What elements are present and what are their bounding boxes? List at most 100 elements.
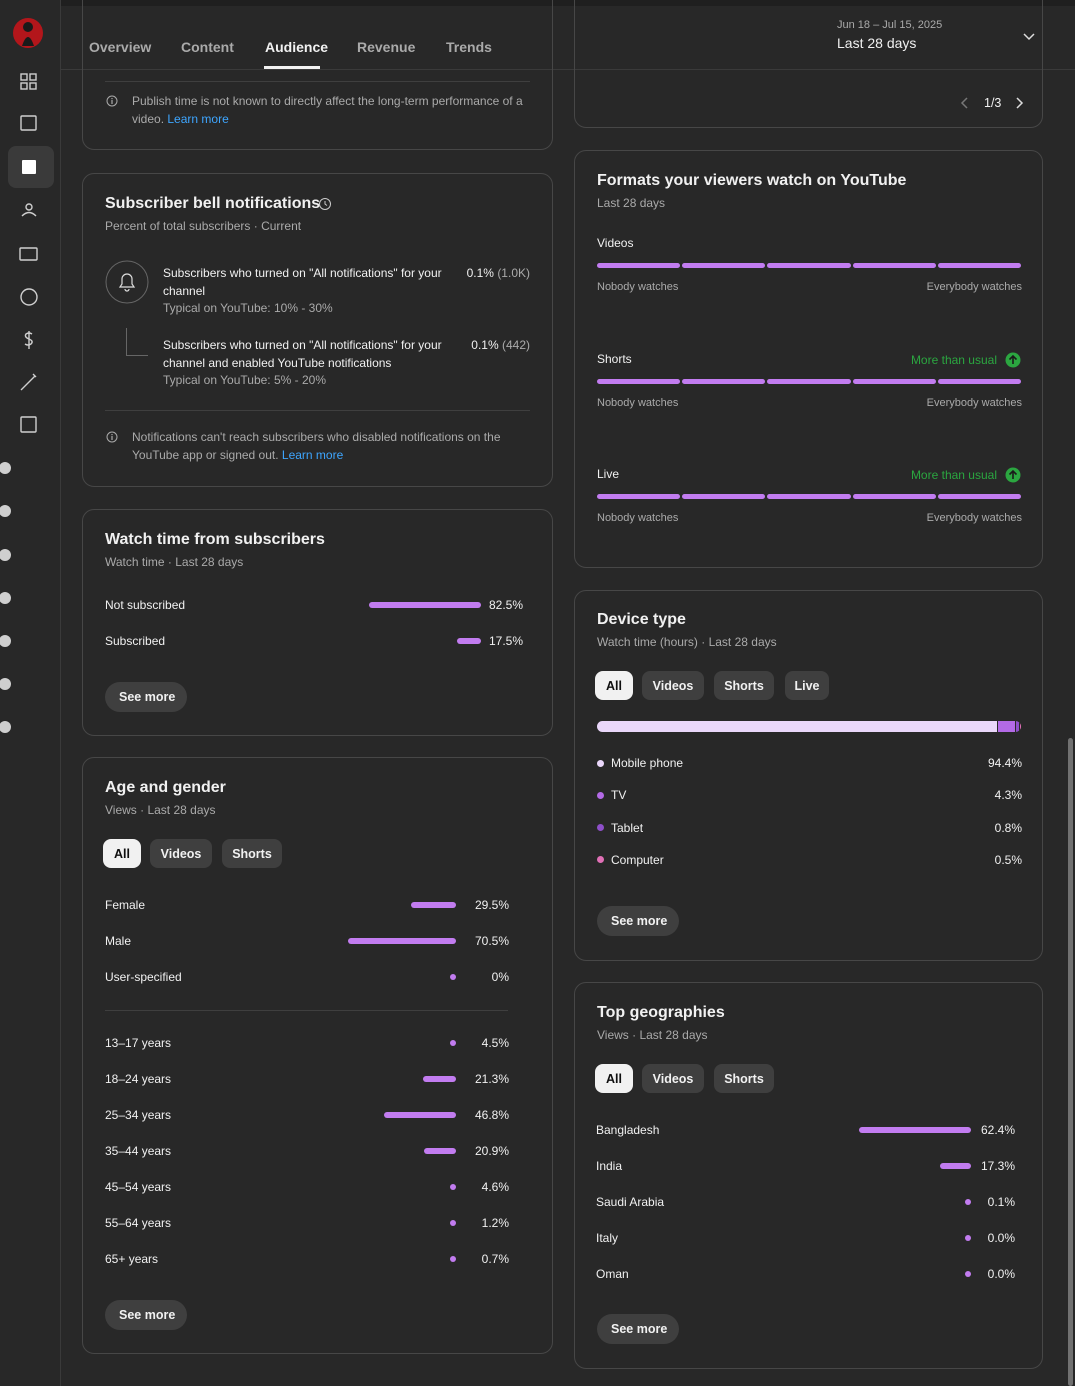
bell-value: 0.1% (1.0K) xyxy=(467,264,530,282)
pager-next xyxy=(1016,97,1024,109)
row-value: 21.3% xyxy=(474,1072,509,1086)
trend-badge: More than usual xyxy=(910,468,997,482)
earn-icon[interactable] xyxy=(24,331,33,349)
filter-chip[interactable] xyxy=(785,671,829,700)
tab[interactable]: Revenue xyxy=(357,39,416,55)
row-label: Bangladesh xyxy=(596,1123,660,1137)
learn-more-link[interactable]: Learn more xyxy=(167,112,229,126)
filter-label: All xyxy=(114,846,130,861)
value-dot xyxy=(450,1184,456,1190)
percent: 0.1% xyxy=(466,266,494,280)
avatar-head xyxy=(23,22,33,32)
row-label: Oman xyxy=(596,1267,629,1281)
value-dot xyxy=(450,974,456,980)
filter-chip[interactable] xyxy=(642,671,704,700)
filter-chip[interactable] xyxy=(103,839,141,868)
card-title: Top geographies xyxy=(597,1004,725,1021)
scale-min: Nobody watches xyxy=(597,512,679,524)
item-icon[interactable] xyxy=(0,549,11,561)
item-icon[interactable] xyxy=(0,462,11,474)
row-value: 17.3% xyxy=(980,1159,1015,1173)
tab[interactable]: Trends xyxy=(446,39,492,55)
item-icon[interactable] xyxy=(0,505,11,517)
see-more-button[interactable] xyxy=(597,906,679,936)
item-icon[interactable] xyxy=(0,678,11,690)
device-value: 94.4% xyxy=(987,756,1022,770)
row-value: 0.7% xyxy=(481,1252,509,1266)
avatar[interactable] xyxy=(13,18,43,48)
filter-chip[interactable] xyxy=(595,1064,633,1093)
connector-v xyxy=(126,328,127,356)
device-value: 4.3% xyxy=(994,788,1022,803)
format-segment xyxy=(852,378,936,384)
scale-max: Everybody watches xyxy=(926,281,1022,293)
subtitles-icon[interactable] xyxy=(19,247,38,261)
row-value: 29.5% xyxy=(474,898,509,912)
scrollbar-thumb[interactable] xyxy=(1068,738,1073,1386)
community-icon[interactable] xyxy=(25,203,33,211)
audio-icon[interactable] xyxy=(20,416,37,433)
format-segment xyxy=(597,378,681,384)
divider xyxy=(105,410,530,411)
customization-icon[interactable] xyxy=(20,373,37,391)
value-bar xyxy=(348,938,456,944)
device-value: 0.5% xyxy=(994,852,1022,867)
see-more-button[interactable] xyxy=(105,682,187,712)
see-more-label: See more xyxy=(119,1308,176,1322)
filter-chip[interactable] xyxy=(595,671,633,700)
scale-min: Nobody watches xyxy=(597,396,679,409)
bell-row-label: Subscribers who turned on "All notificat… xyxy=(163,266,442,298)
filter-chip[interactable] xyxy=(222,839,282,868)
card xyxy=(574,590,1043,961)
bell-row-label: Subscribers who turned on "All notificat… xyxy=(163,338,442,370)
tab[interactable]: Overview xyxy=(89,39,152,55)
card-subtitle: Watch time (hours) · Last 28 days xyxy=(597,635,777,649)
value-bar xyxy=(939,1163,971,1169)
row-value: 20.9% xyxy=(474,1144,509,1158)
card-title: Watch time from subscribers xyxy=(105,531,325,548)
filter-label: All xyxy=(606,678,622,693)
stacked-bar xyxy=(597,721,1021,732)
tab[interactable]: Audience xyxy=(265,39,329,55)
format-segment xyxy=(682,494,766,499)
copyright-icon[interactable] xyxy=(20,288,38,306)
device-label: Computer xyxy=(611,852,664,867)
card xyxy=(82,0,553,150)
see-more-label: See more xyxy=(611,914,668,928)
card-title: Age and gender xyxy=(105,779,226,796)
format-segment xyxy=(682,263,766,268)
row-label: Saudi Arabia xyxy=(596,1195,665,1209)
learn-more-link[interactable]: Learn more xyxy=(281,448,344,462)
period: Last 28 days xyxy=(837,35,917,51)
card xyxy=(574,982,1043,1369)
info-message: Notifications can't reach subscribers wh… xyxy=(132,430,501,462)
content-icon[interactable] xyxy=(20,115,37,131)
top-strip xyxy=(61,0,1075,6)
filter-chip[interactable] xyxy=(150,839,212,868)
tab[interactable]: Content xyxy=(181,39,234,55)
format-segment xyxy=(597,494,681,499)
filter-label: All xyxy=(606,1071,622,1086)
dashboard-icon[interactable] xyxy=(20,73,28,81)
filter-chip[interactable] xyxy=(714,671,774,700)
bell-value: 0.1% (442) xyxy=(471,336,530,354)
date-range: Jun 18 – Jul 15, 2025 xyxy=(837,19,943,31)
item-icon[interactable] xyxy=(0,721,11,733)
row-label: 13–17 years xyxy=(105,1036,172,1050)
row-label: Subscribed xyxy=(105,634,166,648)
filter-label: Shorts xyxy=(724,1071,764,1086)
typical-range: Typical on YouTube: 5% - 20% xyxy=(163,373,326,387)
card xyxy=(574,150,1043,568)
item-icon[interactable] xyxy=(0,635,11,647)
see-more-button[interactable] xyxy=(597,1314,679,1344)
card xyxy=(574,0,1043,128)
filter-label: Videos xyxy=(652,1071,694,1086)
filter-chip[interactable] xyxy=(642,1064,704,1093)
device-segment xyxy=(997,721,1016,732)
device-label: TV xyxy=(611,788,627,803)
device-segment xyxy=(1018,721,1021,732)
item-icon[interactable] xyxy=(0,592,11,604)
filter-chip[interactable] xyxy=(714,1064,774,1093)
header xyxy=(61,6,1075,70)
see-more-button[interactable] xyxy=(105,1300,187,1330)
